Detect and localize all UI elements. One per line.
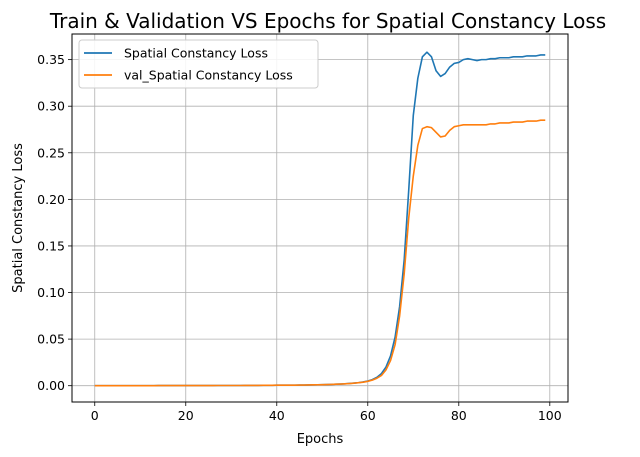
- series-line-1: [94, 51, 546, 387]
- x-tick-label: 100: [538, 408, 562, 423]
- x-tick-label: 40: [269, 408, 285, 423]
- y-tick-label: 0.35: [37, 52, 65, 67]
- legend-box: [78, 39, 319, 89]
- axis-ticks: 0 20 40 60 80 100 0.00 0.05 0.10 0.15 0.20 0.25 0.30…: [37, 52, 562, 423]
- x-tick-label: 60: [360, 408, 376, 423]
- chart-title: Train & Validation VS Epochs for Spatial…: [49, 9, 606, 33]
- plot-frame: [71, 33, 569, 403]
- legend-label-1: Spatial Constancy Loss: [124, 46, 268, 61]
- grid: [72, 34, 568, 402]
- x-tick-label: 0: [91, 408, 99, 423]
- series-lines: [94, 51, 546, 387]
- legend-label-2: val_Spatial Constancy Loss: [124, 68, 293, 83]
- legend: Spatial Constancy Loss val_Spatial Consta…: [78, 39, 319, 89]
- y-tick-label: 0.10: [37, 285, 65, 300]
- y-tick-label: 0.20: [37, 192, 65, 207]
- y-tick-label: 0.00: [37, 378, 65, 393]
- y-tick-label: 0.25: [37, 145, 65, 160]
- x-tick-label: 80: [451, 408, 467, 423]
- x-tick-label: 20: [178, 408, 194, 423]
- x-axis-label: Epochs: [297, 432, 344, 447]
- y-axis-label: Spatial Constancy Loss: [11, 143, 26, 293]
- series-line-2: [94, 119, 546, 387]
- y-tick-label: 0.15: [37, 238, 65, 253]
- y-tick-label: 0.05: [37, 332, 65, 347]
- y-tick-label: 0.30: [37, 99, 65, 114]
